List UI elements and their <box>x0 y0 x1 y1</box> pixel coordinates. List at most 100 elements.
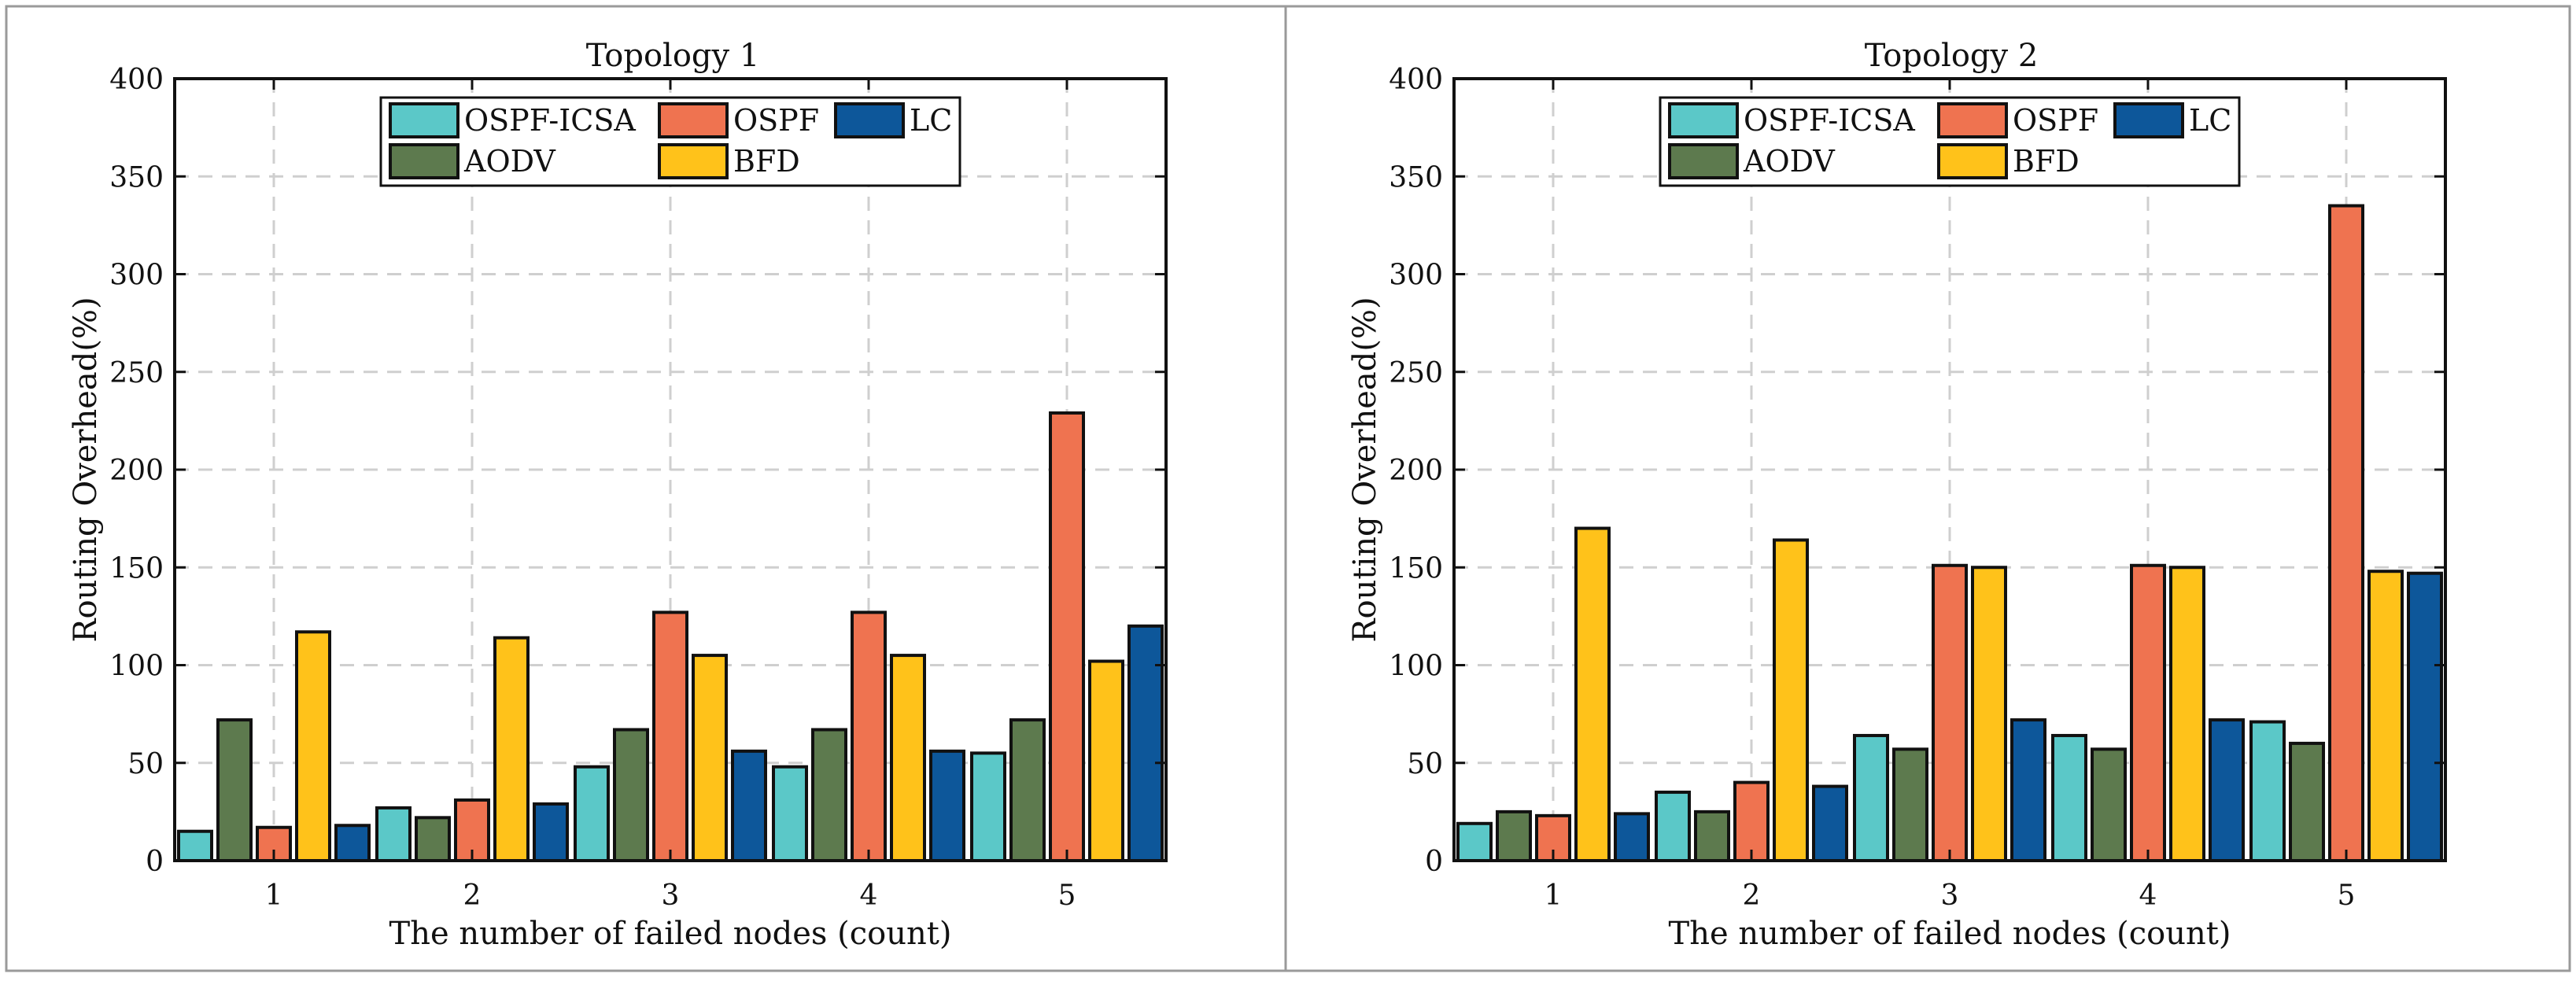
bar-aodv-1 <box>216 718 253 863</box>
bar-aodv-3 <box>1892 747 1928 862</box>
bar-ospf-icsa-1 <box>1456 821 1493 863</box>
y-tick-label: 0 <box>146 846 164 878</box>
legend: OSPF-ICSA OSPF LC AODV BFD <box>1659 96 2241 187</box>
y-tick-label: 200 <box>1389 455 1443 487</box>
y-axis-label: Routing Overhead(%) <box>68 297 104 642</box>
legend-swatch-bfd <box>1937 143 2008 179</box>
legend-swatch-lc <box>2113 102 2184 138</box>
x-tick-label: 4 <box>2139 880 2157 912</box>
bar-bfd-1 <box>295 630 331 862</box>
bar-aodv-2 <box>415 816 451 862</box>
y-tick-label: 150 <box>109 552 164 585</box>
bar-bfd-2 <box>493 636 530 863</box>
x-tick-label: 2 <box>463 880 482 912</box>
legend-swatch-aodv <box>1668 143 1739 179</box>
y-tick-label: 400 <box>109 64 164 96</box>
bar-ospf-5 <box>1049 411 1085 862</box>
legend-swatch-lc <box>834 102 905 138</box>
bar-aodv-3 <box>613 728 649 862</box>
bar-ospf-icsa-2 <box>375 806 411 863</box>
legend: OSPF-ICSA OSPF LC AODV BFD <box>379 96 961 187</box>
y-tick-label: 100 <box>1389 651 1443 683</box>
legend-swatch-ospf-icsa <box>1668 102 1739 138</box>
bar-bfd-3 <box>692 654 728 862</box>
bar-ospf-icsa-5 <box>970 751 1006 863</box>
legend-swatch-ospf-icsa <box>389 102 459 138</box>
y-tick-label: 300 <box>109 260 164 292</box>
ticks-layer: 0 50 100 150 200 250 300 350 400 1 2 3 4 5 <box>1389 64 2445 912</box>
y-tick-label: 350 <box>1389 161 1443 194</box>
bar-ospf-3 <box>652 610 688 863</box>
bar-lc-3 <box>2010 718 2046 863</box>
x-tick-label: 1 <box>1544 880 1563 912</box>
legend-swatch-bfd <box>658 143 729 179</box>
bar-lc-4 <box>929 749 965 863</box>
bar-aodv-4 <box>2091 747 2127 862</box>
bar-lc-2 <box>1812 784 1848 863</box>
legend-label-ospf: OSPF <box>2013 103 2098 138</box>
legend-label-bfd: BFD <box>2013 144 2080 179</box>
x-tick-label: 2 <box>1743 880 1761 912</box>
bar-ospf-icsa-1 <box>177 829 213 862</box>
bar-bfd-5 <box>1088 659 1124 863</box>
legend-swatch-aodv <box>389 143 459 179</box>
y-axis-label: Routing Overhead(%) <box>1347 297 1383 642</box>
y-tick-label: 50 <box>127 748 164 780</box>
chart-title: Topology 1 <box>586 38 760 74</box>
bar-aodv-2 <box>1694 810 1730 862</box>
legend-label-ospf-icsa: OSPF-ICSA <box>1744 103 1915 138</box>
chart-panel-topology-2: Topology 2 0 50 100 150 200 250 300 350 400 1 2 3 4 5… <box>1284 5 2571 972</box>
chart-title: Topology 2 <box>1865 38 2039 74</box>
bar-lc-4 <box>2209 718 2245 863</box>
y-tick-label: 150 <box>1389 552 1443 585</box>
bar-bfd-2 <box>1773 538 1809 863</box>
bar-lc-2 <box>533 802 569 862</box>
bar-ospf-icsa-4 <box>772 765 808 862</box>
legend-label-bfd: BFD <box>733 144 800 179</box>
chart-panel-topology-1: Topology 1 0 50 100 150 200 250 300 350 400 1 2 3 4 5… <box>5 5 1287 972</box>
bar-lc-3 <box>731 749 767 863</box>
bar-aodv-5 <box>2289 741 2325 863</box>
y-tick-label: 200 <box>109 455 164 487</box>
x-axis-label: The number of failed nodes (count) <box>1669 916 2231 952</box>
bar-ospf-2 <box>1733 780 1770 862</box>
bar-ospf-icsa-5 <box>2249 720 2286 862</box>
legend-swatch-ospf <box>1937 102 2008 138</box>
x-tick-label: 4 <box>860 880 878 912</box>
bar-lc-5 <box>1127 624 1164 862</box>
bar-aodv-4 <box>811 728 847 862</box>
bar-lc-5 <box>2407 571 2443 863</box>
bar-bfd-1 <box>1574 526 1611 862</box>
y-tick-label: 50 <box>1407 748 1443 780</box>
bar-bfd-4 <box>2169 566 2205 862</box>
y-tick-label: 300 <box>1389 260 1443 292</box>
x-tick-label: 5 <box>2338 880 2356 912</box>
bar-lc-1 <box>1614 812 1650 862</box>
bar-bfd-5 <box>2367 570 2404 862</box>
bars-layer <box>1456 204 2443 863</box>
x-tick-label: 3 <box>662 880 680 912</box>
legend-label-lc: LC <box>910 103 952 138</box>
bar-ospf-4 <box>851 610 887 863</box>
bar-bfd-3 <box>1971 566 2007 862</box>
bar-ospf-icsa-2 <box>1655 791 1691 863</box>
bars-layer <box>177 411 1164 863</box>
x-tick-label: 5 <box>1058 880 1076 912</box>
bar-aodv-1 <box>1496 810 1532 862</box>
y-tick-label: 250 <box>1389 357 1443 389</box>
legend-label-aodv: AODV <box>463 144 555 179</box>
bar-ospf-4 <box>2130 563 2166 862</box>
ticks-layer: 0 50 100 150 200 250 300 350 400 1 2 3 4 5 <box>109 64 1166 912</box>
bar-ospf-icsa-3 <box>574 765 610 862</box>
x-tick-label: 1 <box>265 880 283 912</box>
bar-aodv-5 <box>1009 718 1046 863</box>
legend-label-lc: LC <box>2189 103 2231 138</box>
y-tick-label: 350 <box>109 161 164 194</box>
bar-lc-1 <box>334 824 371 863</box>
x-axis-label: The number of failed nodes (count) <box>389 916 952 952</box>
legend-label-ospf: OSPF <box>733 103 819 138</box>
legend-label-ospf-icsa: OSPF-ICSA <box>464 103 636 138</box>
y-tick-label: 400 <box>1389 64 1443 96</box>
